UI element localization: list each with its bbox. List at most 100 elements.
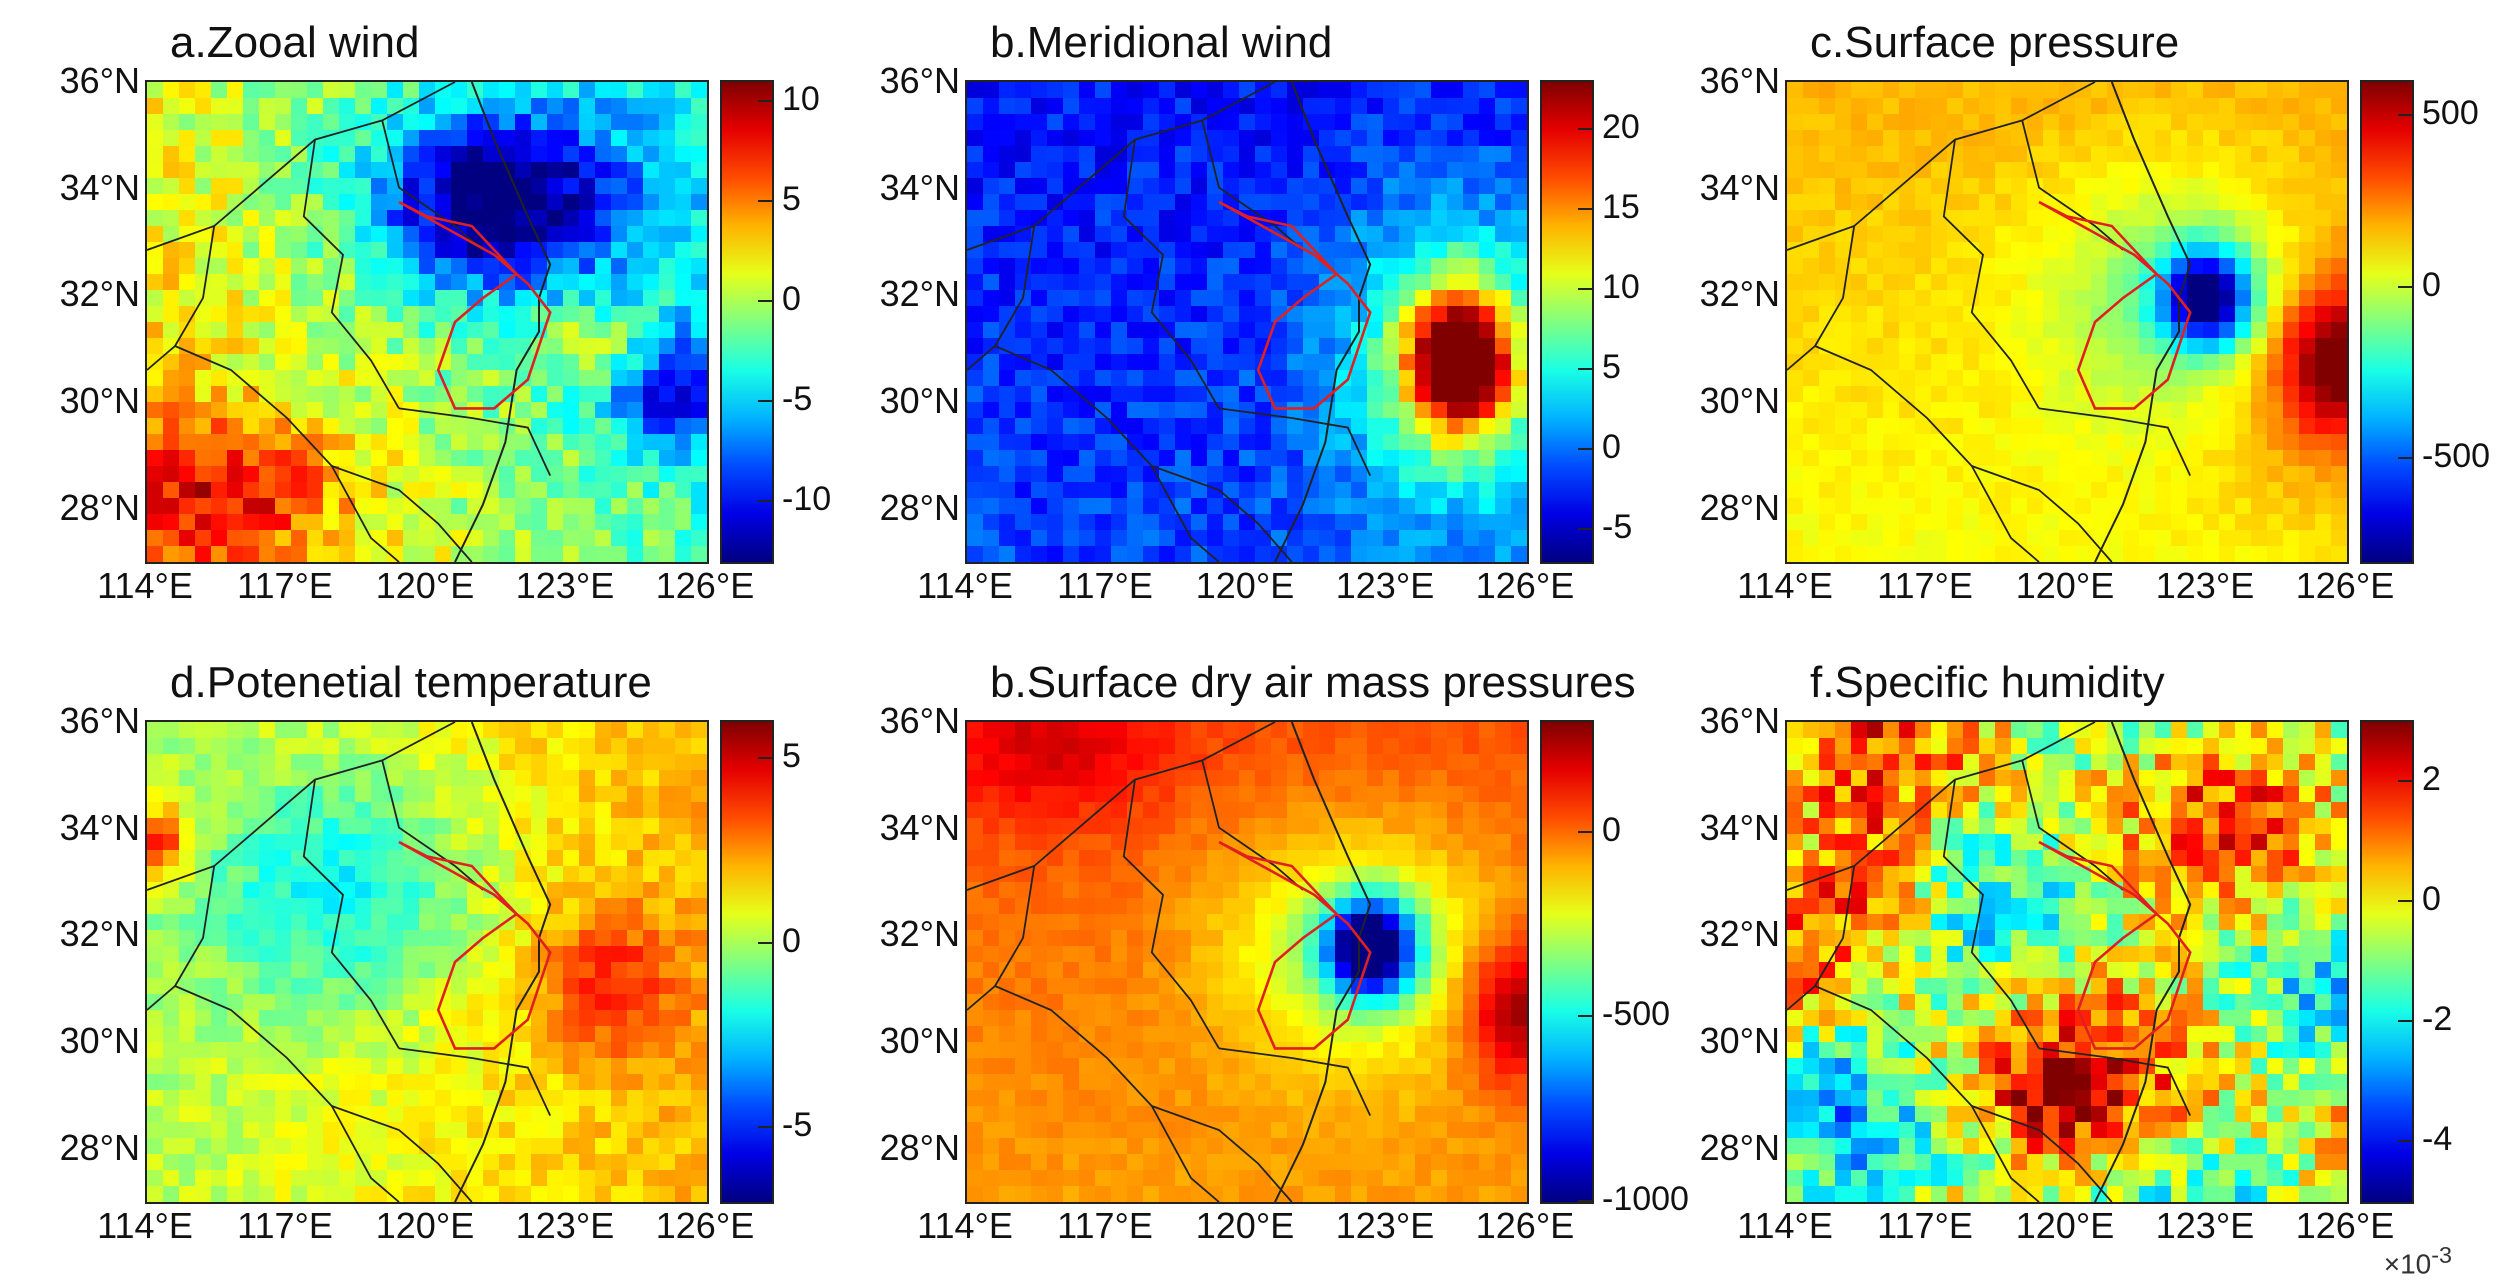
panel-title: c.Surface pressure [1810, 18, 2180, 67]
lat-tick-label: 36°N [879, 60, 960, 101]
lat-tick-label: 30°N [1699, 1020, 1780, 1061]
lon-tick-label: 114°E [1737, 1205, 1833, 1246]
province-boundary [1218, 1047, 1372, 1116]
map-frame [965, 720, 1529, 1204]
province-boundary [2021, 120, 2124, 251]
lat-tick-label: 36°N [879, 700, 960, 741]
panel-title: a.Zooal wind [170, 18, 420, 67]
province-boundary [147, 722, 456, 891]
province-boundary [1787, 865, 1856, 1011]
colorbar-tick-mark [1578, 830, 1592, 833]
coastline [2094, 82, 2192, 562]
lon-tick-label: 126°E [1475, 1205, 1575, 1246]
colorbar-tick-label: -5 [782, 380, 813, 418]
province-boundary [994, 985, 1220, 1202]
coastline [2094, 722, 2192, 1202]
colorbar-tick-label: -500 [2422, 437, 2491, 476]
lon-tick-label: 123°E [515, 1205, 615, 1246]
colorbar-tick-label: 10 [782, 80, 820, 118]
lon-tick-label: 117°E [1057, 1205, 1153, 1246]
province-boundary [1151, 1105, 1293, 1202]
colorbar-tick-label: -2 [2422, 1000, 2453, 1038]
province-boundary [174, 345, 400, 562]
lon-tick-label: 123°E [1335, 1205, 1435, 1246]
study-region-outline [1218, 200, 1372, 410]
map-panel-a: a.Zooal wind 36°N 34°N 32°N 30°N 28°N 114°E 11… [0, 0, 832, 640]
colorbar-tick-label: 5 [782, 736, 801, 775]
lat-tick-label: 32°N [1699, 913, 1780, 955]
colorbar-tick-label: -10 [782, 480, 832, 518]
colorbar-tick-mark [758, 400, 772, 402]
map-panel-d: d.Potenetial temperature 36°N 34°N 32°N 30°… [0, 640, 820, 1280]
province-boundary [147, 82, 456, 251]
lat-tick-label: 28°N [1699, 1126, 1780, 1168]
panel-title: b.Surface dry air mass pressures [990, 658, 1636, 707]
province-boundary [381, 120, 484, 251]
province-boundary [331, 1105, 473, 1202]
province-boundary [1971, 465, 2113, 562]
province-boundary [967, 82, 1276, 251]
province-boundary [174, 985, 400, 1202]
colorbar-tick-mark [1578, 128, 1592, 130]
colorbar-tick-label: 0 [1602, 810, 1621, 849]
colorbar-tick-mark [758, 756, 772, 759]
map-frame [1785, 80, 2349, 564]
colorbar-tick-label: 0 [2422, 265, 2441, 304]
colorbar-tick-mark [2398, 114, 2412, 117]
map-frame [965, 80, 1529, 564]
colorbar-tick-label: 2 [2422, 760, 2441, 798]
colorbar-tick-label: 15 [1602, 188, 1640, 226]
province-boundary [147, 225, 216, 371]
lat-tick-label: 32°N [59, 913, 140, 955]
province-boundary [1122, 779, 1220, 1049]
colorbar-tick-mark [2398, 285, 2412, 288]
colorbar-tick-mark [1578, 368, 1592, 370]
colorbar-tick-label: -4 [2422, 1120, 2453, 1158]
study-region-outline [1218, 840, 1372, 1050]
province-boundary [1787, 722, 2096, 891]
province-boundary [967, 865, 1036, 1011]
colorbar-tick-label: 500 [2422, 94, 2479, 133]
province-boundary [967, 722, 1276, 891]
lat-tick-label: 30°N [1699, 380, 1780, 421]
colorbar-tick-label: -5 [782, 1106, 813, 1145]
lon-tick-label: 117°E [1877, 565, 1973, 606]
province-boundary [994, 345, 1220, 562]
colorbar-tick-mark [1578, 528, 1592, 530]
coastline [1274, 722, 1372, 1202]
province-boundary [331, 465, 473, 562]
lat-tick-label: 28°N [879, 1126, 960, 1168]
map-frame [1785, 720, 2349, 1204]
colorbar-tick-mark [2398, 1020, 2412, 1022]
colorbar-tick-mark [758, 100, 772, 102]
lat-tick-label: 30°N [879, 1020, 960, 1061]
colorbar-tick-mark [2398, 1140, 2412, 1142]
lon-tick-label: 126°E [655, 565, 755, 606]
colorbar [2360, 80, 2414, 564]
lat-tick-label: 36°N [59, 700, 140, 741]
lat-tick-label: 32°N [879, 913, 960, 955]
map-panel-b: b.Meridional wind 36°N 34°N 32°N 30°N 28°N 11… [820, 0, 1640, 640]
province-boundary [1942, 139, 2040, 409]
lat-tick-label: 34°N [59, 806, 140, 848]
lat-tick-label: 36°N [59, 60, 140, 101]
province-boundary [381, 760, 484, 891]
lat-tick-label: 30°N [59, 1020, 140, 1061]
colorbar [720, 80, 774, 564]
field-map [967, 82, 1527, 562]
lon-tick-label: 123°E [515, 565, 615, 606]
province-boundary [1218, 407, 1372, 476]
lat-tick-label: 32°N [59, 273, 140, 315]
coastline [1274, 82, 1372, 562]
field-map [147, 82, 707, 562]
province-boundary [1971, 1105, 2113, 1202]
colorbar-tick-mark [758, 941, 772, 944]
lon-tick-label: 117°E [1057, 565, 1153, 606]
panel-title: b.Meridional wind [990, 18, 1333, 67]
lon-tick-label: 114°E [1737, 565, 1833, 606]
colorbar-tick-mark [758, 200, 772, 202]
province-boundary [1942, 779, 2040, 1049]
colorbar-tick-label: 0 [782, 921, 801, 960]
field-map [1787, 722, 2347, 1202]
lat-tick-label: 34°N [1699, 166, 1780, 208]
